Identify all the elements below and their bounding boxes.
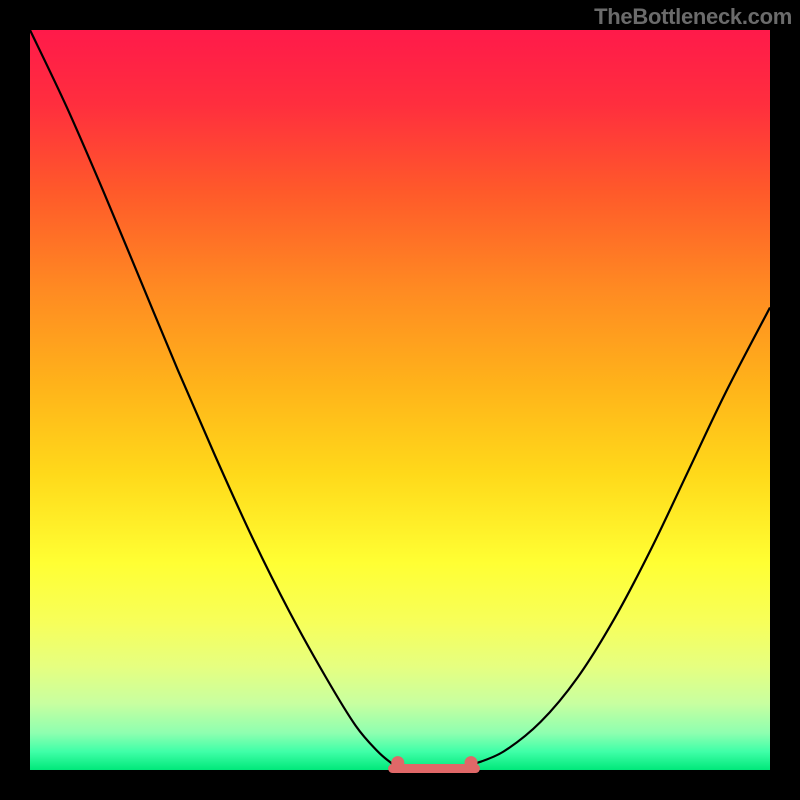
plot-background [30, 30, 770, 770]
watermark-text: TheBottleneck.com [594, 4, 792, 30]
valley-dot-right [465, 756, 478, 769]
valley-dot-left [391, 756, 404, 769]
bottleneck-chart [0, 0, 800, 800]
